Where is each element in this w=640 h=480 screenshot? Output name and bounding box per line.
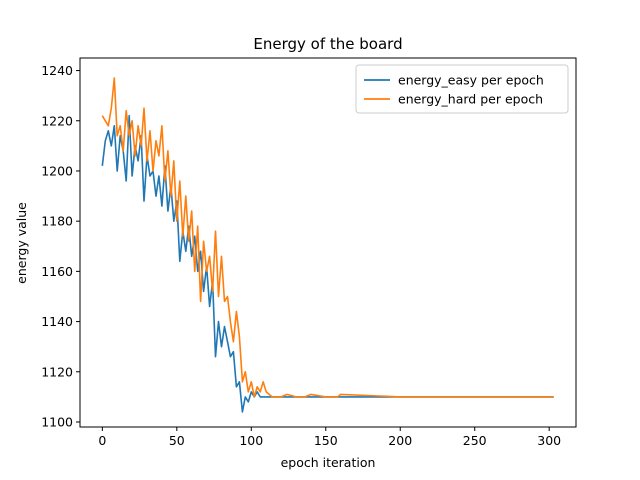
y-axis-label: energy value <box>14 202 29 284</box>
x-tick-label: 300 <box>537 433 561 448</box>
x-tick-label: 50 <box>169 433 185 448</box>
chart-title: Energy of the board <box>253 35 402 53</box>
series-line-1 <box>101 114 554 413</box>
y-tick-label: 1200 <box>41 163 73 178</box>
y-tick-label: 1140 <box>41 314 73 329</box>
y-tick-label: 1180 <box>41 214 73 229</box>
x-axis-label: epoch iteration <box>281 455 376 470</box>
x-tick-label: 0 <box>98 433 106 448</box>
y-tick-label: 1100 <box>41 414 73 429</box>
legend-label-1: energy_easy per epoch <box>398 73 544 88</box>
x-tick-label: 250 <box>463 433 487 448</box>
y-tick-label: 1160 <box>41 264 73 279</box>
x-tick-label: 100 <box>239 433 263 448</box>
legend-label-2: energy_hard per epoch <box>398 92 543 107</box>
x-tick-label: 150 <box>314 433 338 448</box>
plot-area: 0 50 100 150 200 250 300 1100 1120 1140 1160 1180 12… <box>41 57 577 448</box>
y-tick-label: 1120 <box>41 364 73 379</box>
plot-frame <box>79 57 577 428</box>
y-tick-label: 1220 <box>41 113 73 128</box>
series-line-2 <box>101 77 554 398</box>
y-tick-label: 1240 <box>41 63 73 78</box>
legend-box <box>355 64 569 114</box>
x-tick-label: 200 <box>388 433 412 448</box>
